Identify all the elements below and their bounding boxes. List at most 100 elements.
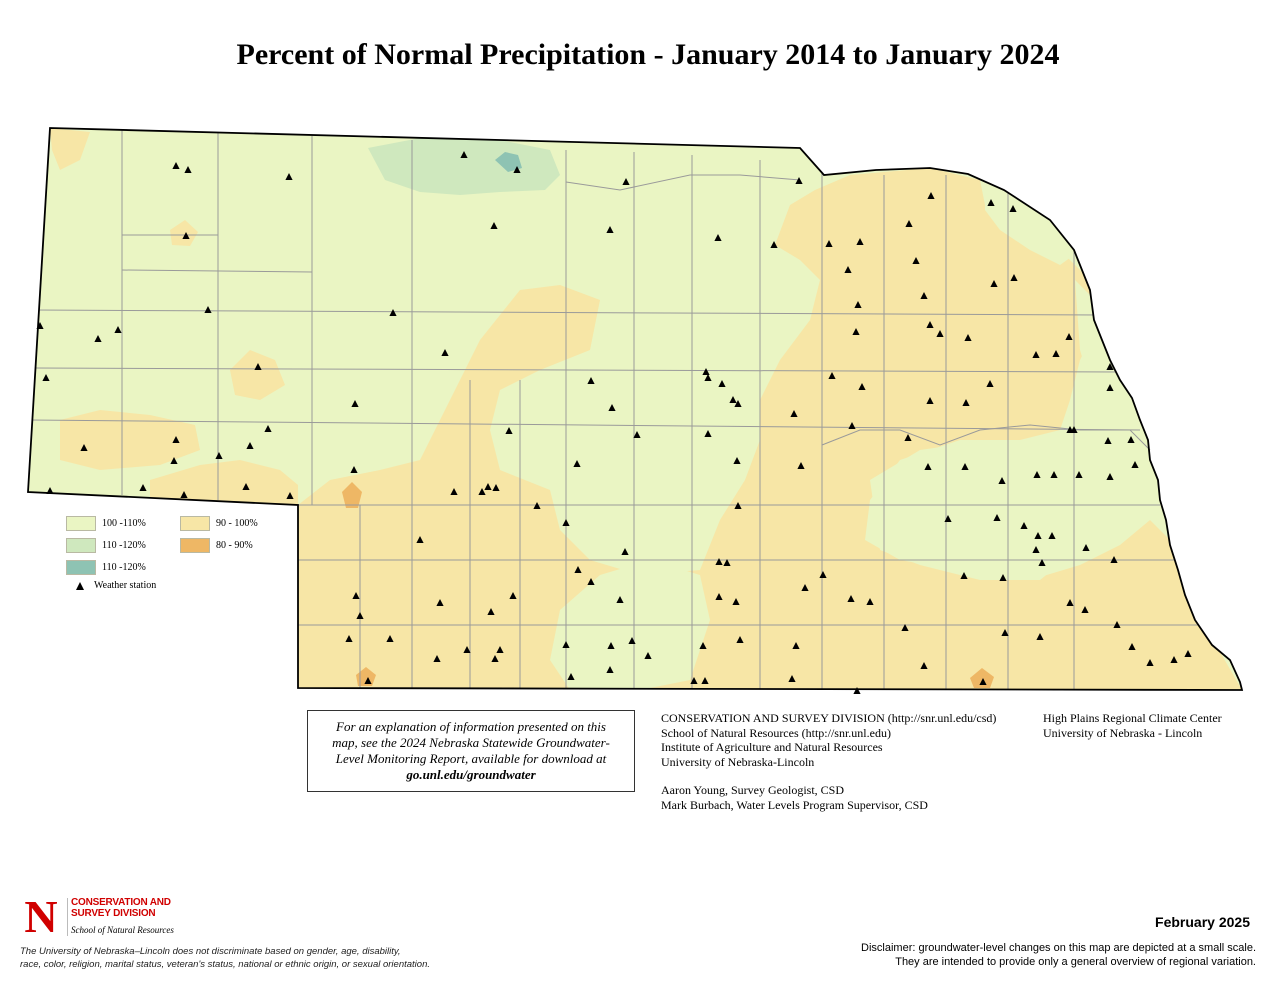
weather-station-icon [993, 514, 1001, 521]
weather-station-icon [788, 675, 796, 682]
weather-station-icon [734, 400, 742, 407]
credit-author: Aaron Young, Survey Geologist, CSD [661, 783, 845, 797]
weather-station-icon [172, 162, 180, 169]
legend-label: 80 - 90% [216, 540, 253, 551]
weather-station-icon [790, 410, 798, 417]
zone-100-110-northeast [985, 185, 1074, 265]
weather-station-icon [254, 363, 262, 370]
weather-station-icon [944, 515, 952, 522]
nondisc-line: The University of Nebraska–Lincoln does … [20, 946, 401, 957]
weather-station-icon [607, 642, 615, 649]
weather-station-icon [1146, 659, 1154, 666]
nondiscrimination-statement: The University of Nebraska–Lincoln does … [20, 946, 430, 971]
disclaimer-line: They are intended to provide only a gene… [895, 955, 1256, 968]
weather-station-icon [723, 559, 731, 566]
weather-station-icon [1032, 546, 1040, 553]
weather-station-icon [801, 584, 809, 591]
weather-station-icon [844, 266, 852, 273]
weather-station-icon [770, 241, 778, 248]
info-line: For an explanation of information presen… [336, 719, 606, 734]
weather-station-icon [1038, 559, 1046, 566]
credit-snr: School of Natural Resources (http://snr.… [661, 725, 891, 740]
weather-station-icon [1184, 650, 1192, 657]
logo-subtitle: School of Natural Resources [71, 925, 174, 935]
weather-station-icon [492, 484, 500, 491]
weather-station-icon [463, 646, 471, 653]
download-link[interactable]: go.unl.edu/groundwater [406, 767, 536, 782]
weather-station-icon [1106, 384, 1114, 391]
weather-station-icon [351, 400, 359, 407]
csd-logo: N CONSERVATION AND SURVEY DIVISION Schoo… [20, 894, 180, 940]
legend-station-label: Weather station [94, 580, 157, 591]
weather-station-icon [1131, 461, 1139, 468]
precipitation-zones [28, 128, 1242, 690]
nondisc-line: race, color, religion, marital status, v… [20, 958, 430, 970]
weather-station-icon [1127, 436, 1135, 443]
legend-item: 90 - 100% [180, 516, 258, 531]
weather-station-icon [246, 442, 254, 449]
zone-80-90-b [356, 667, 376, 686]
zone-80-90-a [342, 482, 362, 508]
weather-station-icon [714, 234, 722, 241]
weather-station-icon [633, 431, 641, 438]
weather-station-icon [496, 646, 504, 653]
weather-station-icon [1033, 471, 1041, 478]
weather-station-icon [285, 173, 293, 180]
weather-station-icon [460, 151, 468, 158]
weather-station-icon [242, 483, 250, 490]
credit-ianr: Institute of Agriculture and Natural Res… [661, 740, 883, 754]
info-line: map, see the 2024 Nebraska Statewide Gro… [332, 735, 610, 750]
logo-name-line: SURVEY DIVISION [71, 908, 156, 919]
hprcc-credits: High Plains Regional Climate Center Univ… [1043, 711, 1222, 740]
zone-90-100-sw-strip [150, 460, 298, 505]
weather-station-icon [986, 380, 994, 387]
weather-station-icon [1110, 556, 1118, 563]
weather-station-icon [1010, 274, 1018, 281]
weather-station-icon [264, 425, 272, 432]
logo-name: CONSERVATION AND SURVEY DIVISION [71, 897, 171, 919]
disclaimer-line: Disclaimer: groundwater-level changes on… [861, 942, 1256, 954]
weather-station-icon [1104, 437, 1112, 444]
weather-station-icon [924, 463, 932, 470]
weather-station-icon [628, 637, 636, 644]
weather-station-icon [912, 257, 920, 264]
weather-station-icon [114, 326, 122, 333]
weather-station-icon [1036, 633, 1044, 640]
weather-station-icon [215, 452, 223, 459]
weather-station-icon [1170, 656, 1178, 663]
weather-station-icon [1050, 471, 1058, 478]
weather-station-icon [94, 335, 102, 342]
zone-110-120-north-core [495, 152, 522, 172]
weather-station-icon [621, 548, 629, 555]
zone-100-110-southeast [870, 440, 1110, 580]
weather-station-icon [416, 536, 424, 543]
weather-station-icon [729, 396, 737, 403]
weather-station-icon [42, 374, 50, 381]
weather-station-icon [962, 399, 970, 406]
weather-station-icon [704, 430, 712, 437]
weather-station-icon [184, 166, 192, 173]
weather-station-icon [644, 652, 652, 659]
weather-station-icon [858, 383, 866, 390]
legend-label: 110 -120% [102, 540, 146, 551]
weather-station-icon [715, 558, 723, 565]
legend-swatch-80-90 [180, 538, 210, 553]
zone-90-100-nw-small [170, 220, 198, 246]
weather-station-icon [819, 571, 827, 578]
weather-station-icon [606, 666, 614, 673]
weather-station-icon [1032, 351, 1040, 358]
weather-station-icon [441, 349, 449, 356]
weather-station-icon [386, 635, 394, 642]
weather-station-icon [1066, 599, 1074, 606]
weather-station-icon [866, 598, 874, 605]
weather-station-icon [1034, 532, 1042, 539]
weather-station-icon [389, 309, 397, 316]
weather-station-icon [587, 578, 595, 585]
logo-divider [67, 898, 68, 936]
info-box: For an explanation of information presen… [307, 710, 635, 792]
legend-item: 80 - 90% [180, 538, 253, 553]
weather-stations [36, 151, 1192, 694]
weather-station-icon [960, 572, 968, 579]
weather-station-icon [562, 641, 570, 648]
